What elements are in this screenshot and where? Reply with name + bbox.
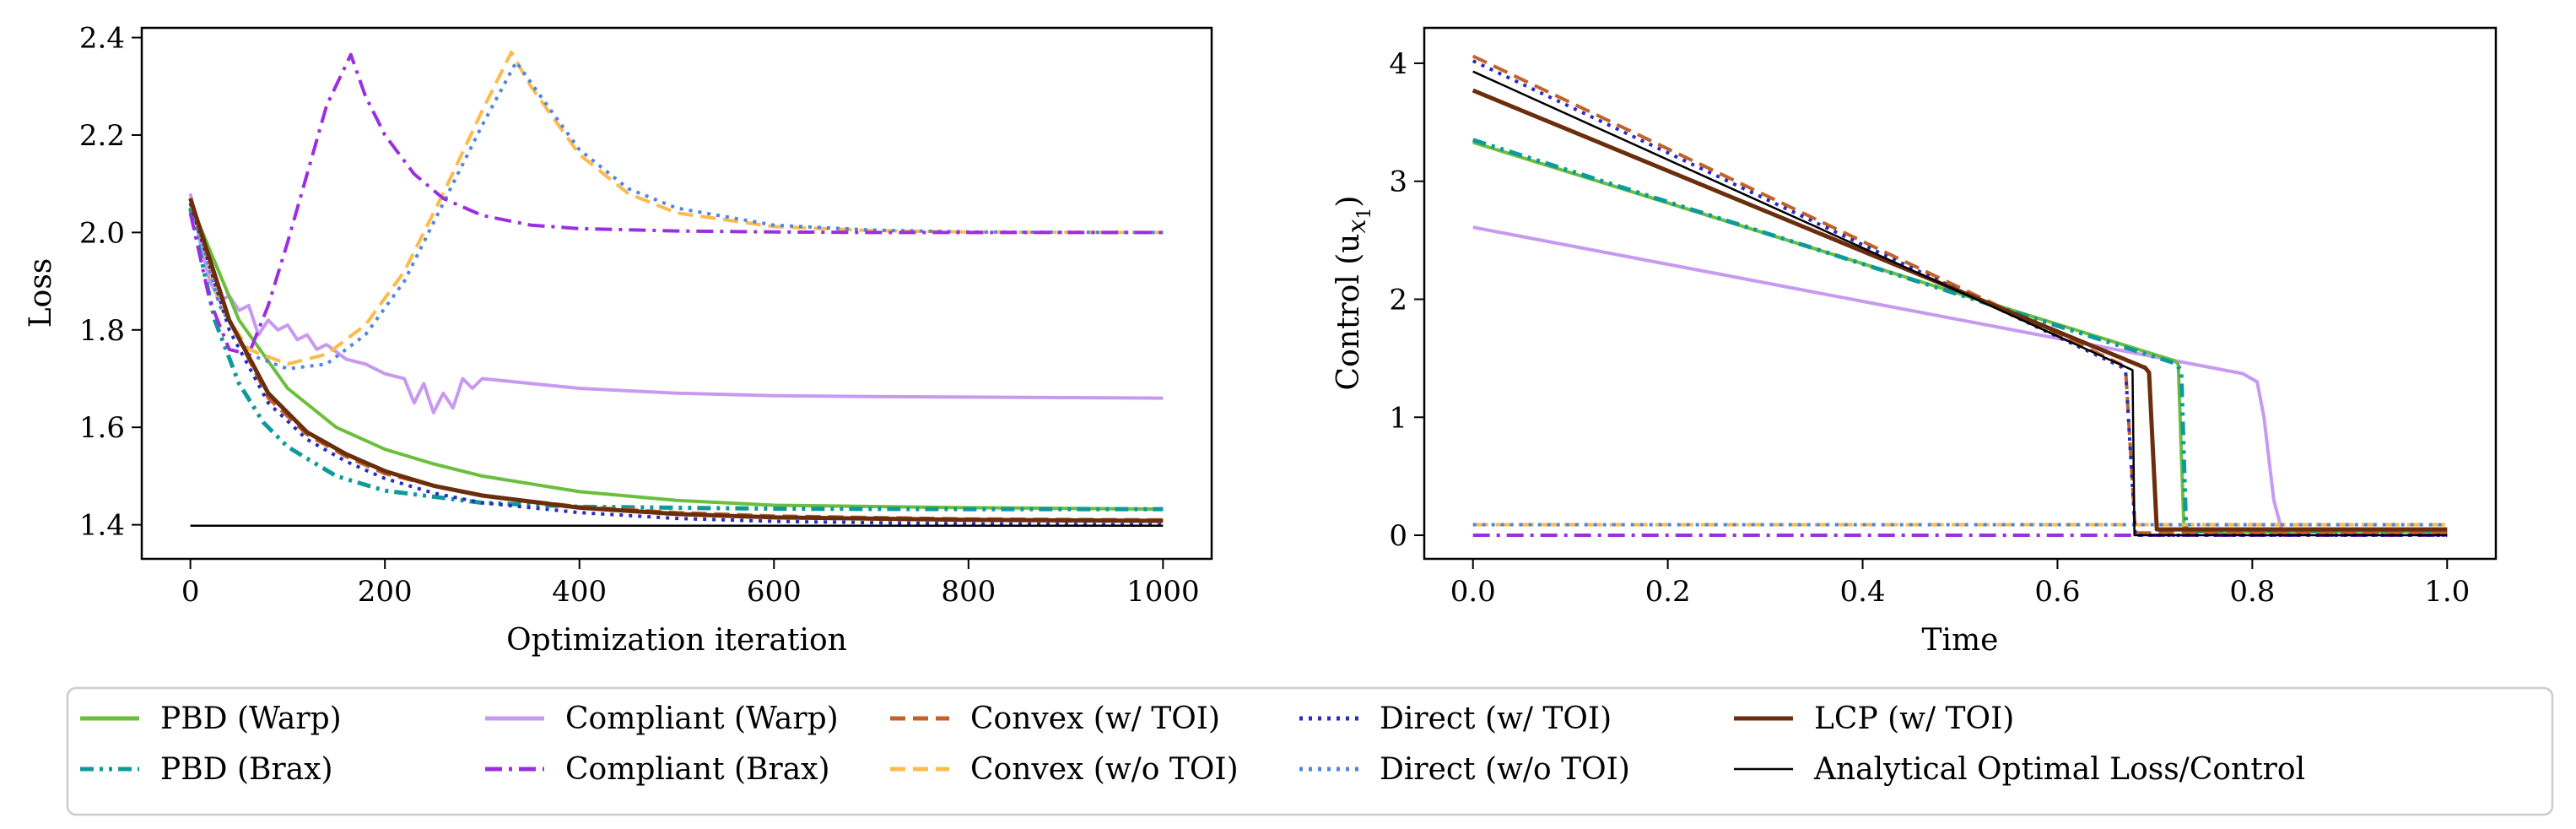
control-series-pbd-warp (1472, 140, 2448, 534)
control-y-tick-label: 4 (1389, 47, 1407, 81)
legend-label-analytical: Analytical Optimal Loss/Control (1813, 752, 2305, 787)
loss-series-lcp-toi (188, 198, 1164, 523)
control-x-axis-label: Time (1922, 623, 1999, 658)
loss-series-compliant-warp (188, 192, 1164, 414)
control-x-tick-label: 0.4 (1840, 575, 1886, 609)
control-y-tick-label: 1 (1389, 401, 1407, 435)
legend-label-direct-toi: Direct (w/ TOI) (1380, 702, 1612, 736)
control-axis-ticks: 0.0 0.2 0.4 0.6 0.8 1.0 0 1 2 3 4 (1389, 47, 2470, 609)
legend-frame (66, 686, 2554, 816)
loss-chart: 0 200 400 600 800 1000 1.4 1.6 1.8 2.0 2.2 2.4 Opti… (24, 22, 1213, 658)
control-x-tick-label: 0.0 (1450, 575, 1496, 609)
control-y-label-main: Control (u (1331, 234, 1366, 391)
loss-axis-ticks: 0 200 400 600 800 1000 1.4 1.6 1.8 2.0 2.2 2.4 (79, 22, 1200, 609)
loss-x-axis-label: Optimization iteration (506, 623, 847, 658)
control-x-tick-label: 0.6 (2034, 575, 2080, 609)
control-series-group (1472, 54, 2448, 537)
control-series-lcp-toi (1472, 88, 2448, 532)
control-x-tick-label: 0.8 (2229, 575, 2275, 609)
legend-label-compliant-warp: Compliant (Warp) (565, 702, 839, 736)
loss-series-group (188, 50, 1164, 528)
legend-label-lcp-toi: LCP (w/ TOI) (1814, 702, 2014, 736)
loss-y-tick-label: 2.4 (79, 22, 125, 56)
control-y-tick-label: 0 (1389, 519, 1407, 553)
control-x-tick-label: 0.2 (1645, 575, 1691, 609)
legend-label-direct-notoi: Direct (w/o TOI) (1380, 752, 1630, 787)
control-y-label-subsub: 1 (1354, 208, 1375, 219)
loss-y-tick-label: 2.2 (79, 119, 125, 153)
loss-series-convex-notoi (188, 50, 1164, 366)
legend-label-pbd-warp: PBD (Warp) (160, 702, 342, 736)
legend-items: PBD (Warp) PBD (Brax) Compliant (Warp) Comp… (80, 702, 2305, 787)
loss-x-tick-label: 200 (358, 575, 413, 609)
loss-x-tick-label: 400 (552, 575, 607, 609)
loss-series-compliant-brax (188, 52, 1164, 356)
control-series-direct-toi (1472, 59, 2448, 537)
control-y-tick-label: 2 (1389, 283, 1407, 317)
control-y-label-sub: x (1342, 219, 1372, 234)
loss-series-direct-notoi (188, 60, 1164, 371)
loss-x-tick-label: 0 (181, 575, 200, 609)
control-series-pbd-brax (1472, 138, 2448, 533)
loss-y-tick-label: 1.8 (79, 314, 125, 348)
loss-y-tick-label: 1.6 (79, 411, 125, 445)
loss-series-convex-toi (188, 203, 1164, 522)
control-y-tick-label: 3 (1389, 165, 1407, 199)
loss-series-direct-toi (188, 203, 1164, 527)
legend-label-pbd-brax: PBD (Brax) (160, 752, 333, 787)
loss-x-tick-label: 800 (941, 575, 996, 609)
loss-chart-frame (140, 26, 1213, 561)
control-x-tick-label: 1.0 (2424, 575, 2470, 609)
loss-y-tick-label: 1.4 (79, 509, 125, 543)
loss-x-tick-label: 600 (747, 575, 802, 609)
legend: PBD (Warp) PBD (Brax) Compliant (Warp) Comp… (66, 686, 2554, 816)
control-y-axis-label: Control (ux1) (1331, 196, 1375, 391)
control-series-convex-toi (1472, 54, 2448, 535)
legend-label-compliant-brax: Compliant (Brax) (565, 752, 830, 787)
legend-label-convex-toi: Convex (w/ TOI) (970, 702, 1220, 736)
control-y-label-close: ) (1331, 196, 1366, 208)
loss-y-tick-label: 2.0 (79, 216, 125, 250)
control-series-analytical (1472, 70, 2448, 537)
loss-x-tick-label: 1000 (1126, 575, 1200, 609)
legend-label-convex-notoi: Convex (w/o TOI) (970, 752, 1239, 787)
loss-series-pbd-brax (188, 207, 1164, 512)
loss-y-axis-label: Loss (24, 258, 58, 328)
control-chart: 0.0 0.2 0.4 0.6 0.8 1.0 0 1 2 3 4 Time Control (ux… (1331, 26, 2498, 658)
loss-series-pbd-warp (188, 202, 1164, 512)
control-chart-frame (1423, 26, 2498, 561)
control-series-compliant-warp (1472, 225, 2448, 532)
